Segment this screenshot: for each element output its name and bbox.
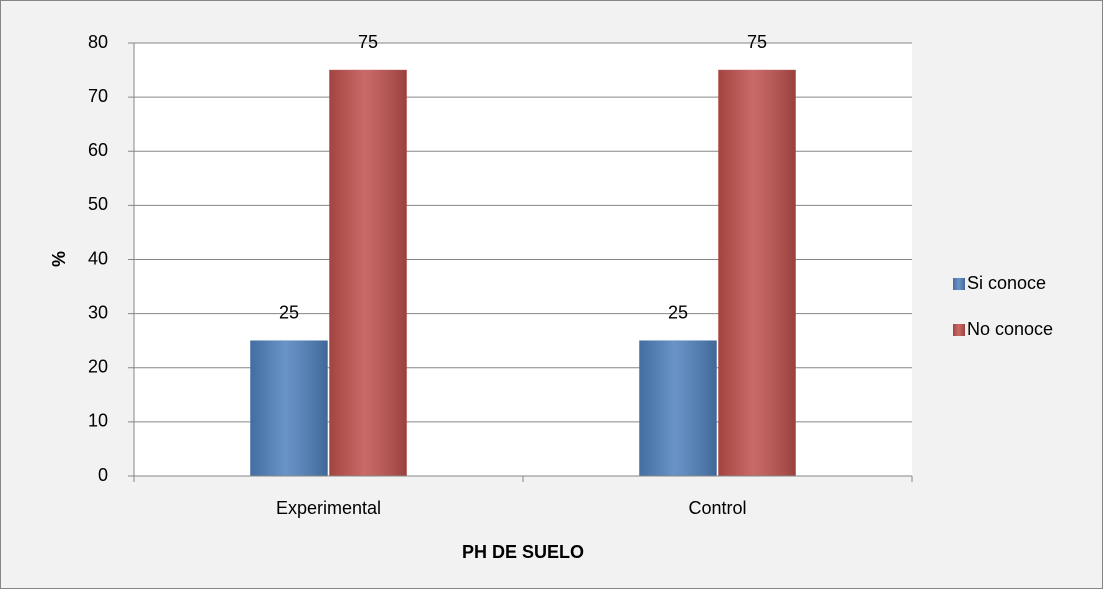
bar-shading bbox=[718, 70, 796, 476]
bar-shading bbox=[250, 340, 328, 476]
y-tick-label: 20 bbox=[88, 357, 108, 377]
y-axis-title: % bbox=[49, 251, 69, 267]
y-tick-label: 50 bbox=[88, 194, 108, 214]
legend-label: No conoce bbox=[967, 319, 1053, 339]
data-label: 25 bbox=[279, 302, 299, 322]
legend-swatch-shading bbox=[953, 278, 965, 290]
y-tick-label: 40 bbox=[88, 248, 108, 268]
y-tick-label: 30 bbox=[88, 302, 108, 322]
x-axis-title: PH DE SUELO bbox=[462, 542, 584, 562]
legend-swatch-shading bbox=[953, 324, 965, 336]
bar-shading bbox=[639, 340, 717, 476]
data-label: 25 bbox=[668, 302, 688, 322]
y-tick-label: 80 bbox=[88, 32, 108, 52]
y-tick-label: 0 bbox=[98, 465, 108, 485]
data-label: 75 bbox=[358, 32, 378, 52]
x-tick-label: Control bbox=[688, 498, 746, 518]
data-label: 75 bbox=[747, 32, 767, 52]
x-tick-label: Experimental bbox=[276, 498, 381, 518]
legend-label: Si conoce bbox=[967, 273, 1046, 293]
y-tick-label: 70 bbox=[88, 86, 108, 106]
bar-shading bbox=[329, 70, 407, 476]
y-tick-label: 60 bbox=[88, 140, 108, 160]
y-tick-label: 10 bbox=[88, 411, 108, 431]
